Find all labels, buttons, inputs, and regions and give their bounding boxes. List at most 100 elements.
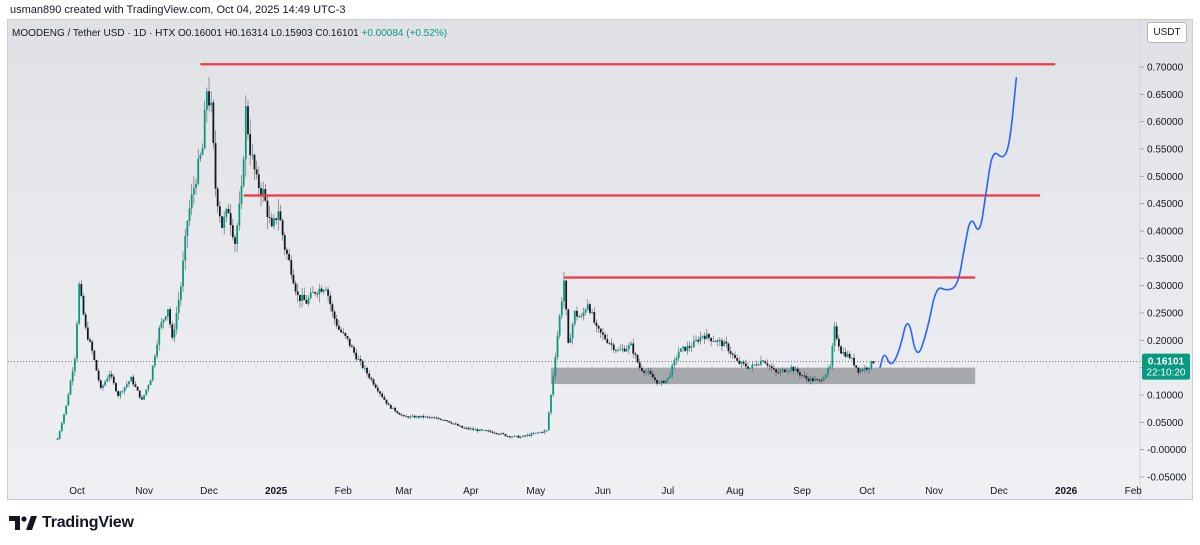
candle-body [636,354,639,363]
candle-body [409,416,412,418]
y-tick-label: 0.05000 [1147,418,1184,429]
candle-body [407,416,410,418]
y-tick-label: 0.35000 [1147,254,1184,265]
candle-body [355,352,358,360]
candle-body [175,313,178,330]
last-price-value: 0.16101 [1148,357,1185,368]
candle-body [405,415,407,417]
y-tick-label: 0.10000 [1147,391,1184,402]
currency-unit-button[interactable]: USDT [1147,22,1187,43]
candle-body [63,414,65,424]
candle-body [725,341,728,344]
x-tick-label: Oct [69,486,85,497]
candle-body [242,159,245,186]
candle-body [210,102,213,106]
candle-body [690,347,693,349]
candle-body [695,339,697,341]
candle-body [428,416,431,418]
tradingview-logo-icon [9,516,37,530]
y-tick-label: 0.20000 [1147,336,1184,347]
candle-body [316,293,319,295]
candle-body [714,341,717,342]
candle-body [788,370,790,372]
candle-body [803,375,806,377]
candle-body [431,417,433,419]
candle-body [227,208,230,214]
candle-body [134,384,137,387]
candle-body [671,365,674,376]
candle-body [346,336,349,339]
candle-body [790,366,793,371]
chart-pane[interactable] [7,19,1193,500]
candle-body [461,425,464,428]
candle-body [89,339,91,342]
candle-body [441,419,444,421]
candle-body [322,290,325,292]
candle-body [368,373,371,378]
candle-body [350,345,353,348]
candle-body [508,436,511,438]
candle-body [679,348,682,352]
candle-body [558,315,561,336]
candle-body [348,338,351,346]
candle-body [257,174,260,189]
candle-body [641,368,643,371]
y-tick-label: 0.65000 [1147,90,1184,101]
candle-body [415,416,418,418]
candle-body [420,415,423,418]
candle-body [747,366,749,369]
candle-body [238,203,241,226]
y-tick-label: 0.30000 [1147,281,1184,292]
candle-body [554,357,557,376]
candle-body [223,216,226,228]
x-tick-label: Aug [726,486,744,497]
candle-body [299,295,301,301]
candle-body [389,404,392,409]
candle-body [506,436,509,437]
candle-body [721,340,723,347]
candle-body [112,376,115,384]
candle-body [452,423,455,425]
candle-body [868,367,871,370]
candle-body [472,428,474,430]
candle-body [437,417,440,419]
candle-body [396,411,399,414]
candle-body [400,414,403,416]
candle-body [376,387,379,392]
candle-body [783,369,786,373]
candle-body [664,379,667,384]
candle-body [816,379,819,381]
candle-body [606,339,609,343]
candle-body [487,430,490,432]
candle-body [530,433,533,436]
candle-body [545,430,548,431]
candle-body [701,335,704,337]
candle-body [628,345,630,350]
candle-body [755,364,758,366]
candle-body [833,326,836,346]
x-tick-label: Jul [661,486,674,497]
candle-body [820,380,823,382]
candle-body [734,354,736,359]
candle-body [266,200,269,217]
candle-body [60,423,63,432]
candle-body [567,309,570,343]
candle-body [493,432,496,434]
candle-body [543,430,546,433]
candle-body [656,379,658,384]
candle-body [712,341,715,342]
symbol-title: MOODENG / Tether USD · 1D · HTX [12,28,176,39]
candle-body [130,376,133,382]
candle-body [158,327,161,345]
x-tick-label: Feb [1125,486,1143,497]
candle-body [703,335,706,340]
candle-body [768,365,771,367]
candle-body [162,319,165,323]
candle-body [67,394,70,406]
candle-body [647,371,650,372]
candle-body [749,367,752,369]
candle-body [186,220,189,236]
candle-body [160,322,163,328]
candle-body [742,361,745,364]
